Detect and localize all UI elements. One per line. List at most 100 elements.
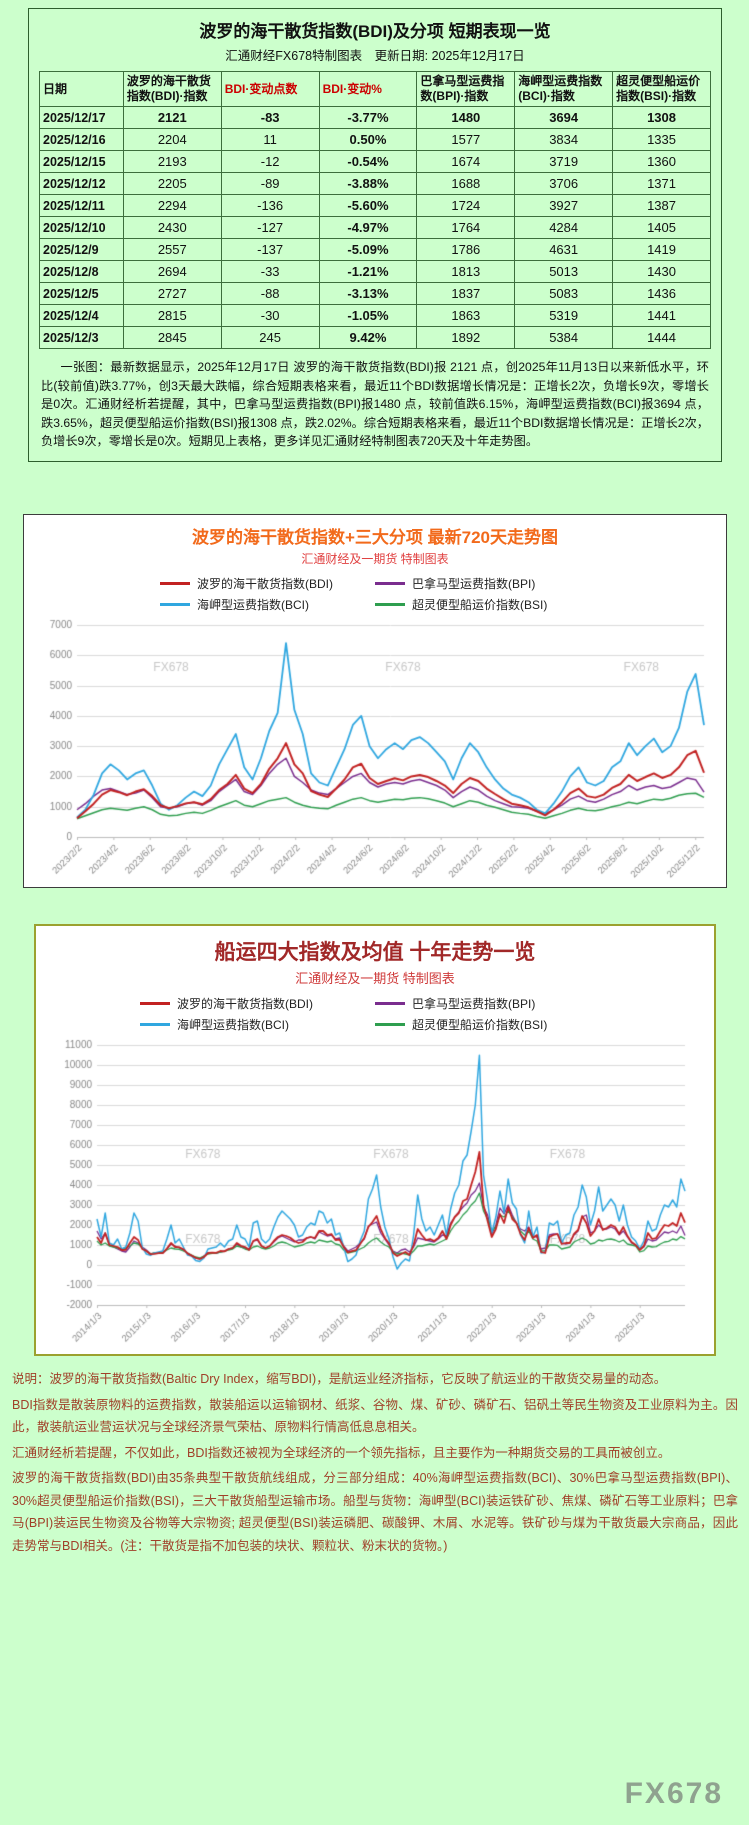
value-cell: 2204 bbox=[122, 128, 222, 151]
value-cell: 3706 bbox=[514, 172, 614, 195]
chart-10y-legend: 波罗的海干散货指数(BDI) 巴拿马型运费指数(BPI) 海岬型运费指数(BCI) 超… bbox=[140, 993, 610, 1035]
legend-line-swatch bbox=[140, 1002, 170, 1005]
value-cell: 2815 bbox=[122, 304, 222, 327]
footnote-paragraph: 波罗的海干散货指数(BDI)由35条典型干散货航线组成，分三部分组成：40%海岬… bbox=[12, 1471, 738, 1553]
table-row: 2025/12/11 2294 -136 -5.60% 1724 3927 1387 bbox=[39, 194, 711, 217]
legend-item-bpi: 巴拿马型运费指数(BPI) bbox=[375, 575, 590, 592]
value-cell: 2205 bbox=[122, 172, 222, 195]
value-cell: 1837 bbox=[416, 282, 516, 305]
value-cell: 4631 bbox=[514, 238, 614, 261]
value-cell: -89 bbox=[220, 172, 320, 195]
value-cell: 0.50% bbox=[318, 128, 418, 151]
value-cell: 3834 bbox=[514, 128, 614, 151]
chart-10y-subtitle: 汇通财经及一期货 特制图表 bbox=[295, 971, 455, 986]
footnote-paragraph: 说明：波罗的海干散货指数(Baltic Dry Index，缩写BDI)，是航运… bbox=[12, 1372, 667, 1386]
chart-10y-title: 船运四大指数及均值 十年走势一览 bbox=[214, 941, 536, 964]
value-cell: 2845 bbox=[122, 326, 222, 349]
value-cell: -30 bbox=[220, 304, 320, 327]
legend-line-swatch bbox=[375, 1023, 405, 1026]
legend-label: 波罗的海干散货指数(BDI) bbox=[177, 997, 313, 1011]
value-cell: -4.97% bbox=[318, 216, 418, 239]
value-cell: 1387 bbox=[612, 194, 711, 217]
value-cell: 5013 bbox=[514, 260, 614, 283]
footnote: 说明：波罗的海干散货指数(Baltic Dry Index，缩写BDI)，是航运… bbox=[12, 1368, 738, 1560]
table-title: 波罗的海干散货指数(BDI)及分项 短期表现一览 bbox=[199, 22, 551, 41]
value-cell: -83 bbox=[220, 106, 320, 129]
value-cell: -137 bbox=[220, 238, 320, 261]
value-cell: 4284 bbox=[514, 216, 614, 239]
table-row: 2025/12/16 2204 11 0.50% 1577 3834 1335 bbox=[39, 128, 711, 151]
table-row: 2025/12/17 2121 -83 -3.77% 1480 3694 1308 bbox=[39, 106, 711, 129]
date-cell: 2025/12/12 bbox=[39, 172, 124, 195]
table-row: 2025/12/12 2205 -89 -3.88% 1688 3706 1371 bbox=[39, 172, 711, 195]
chart-720-legend: 波罗的海干散货指数(BDI) 巴拿马型运费指数(BPI) 海岬型运费指数(BCI) 超… bbox=[160, 573, 590, 615]
value-cell: 1892 bbox=[416, 326, 516, 349]
table-summary: 一张图：最新数据显示，2025年12月17日 波罗的海干散货指数(BDI)报 2… bbox=[41, 360, 709, 449]
chart-10y-section: 船运四大指数及均值 十年走势一览 汇通财经及一期货 特制图表 波罗的海干散货指数… bbox=[34, 924, 716, 1363]
value-cell: 5384 bbox=[514, 326, 614, 349]
table-row: 2025/12/8 2694 -33 -1.21% 1813 5013 1430 bbox=[39, 260, 711, 283]
legend-item-bpi: 巴拿马型运费指数(BPI) bbox=[375, 995, 610, 1012]
value-cell: 1724 bbox=[416, 194, 516, 217]
value-cell: -127 bbox=[220, 216, 320, 239]
value-cell: 2430 bbox=[122, 216, 222, 239]
legend-line-swatch bbox=[160, 582, 190, 585]
value-cell: 2294 bbox=[122, 194, 222, 217]
table-row: 2025/12/4 2815 -30 -1.05% 1863 5319 1441 bbox=[39, 304, 711, 327]
column-header: 超灵便型船运价指数(BSI)·指数 bbox=[612, 71, 711, 107]
value-cell: 1688 bbox=[416, 172, 516, 195]
value-cell: -1.05% bbox=[318, 304, 418, 327]
fx678-watermark: FX678 bbox=[624, 1777, 723, 1810]
value-cell: 1371 bbox=[612, 172, 711, 195]
footnote-paragraph: 汇通财经析若提醒，不仅如此，BDI指数还被视为全球经济的一个领先指标，且主要作为… bbox=[12, 1445, 671, 1460]
table-body: 2025/12/17 2121 -83 -3.77% 1480 3694 1308 2025/… bbox=[39, 106, 711, 349]
legend-label: 超灵便型船运价指数(BSI) bbox=[412, 1018, 548, 1032]
value-cell: -1.21% bbox=[318, 260, 418, 283]
table-subtitle: 汇通财经FX678特制图表 更新日期: 2025年12月17日 bbox=[225, 49, 525, 63]
column-header: 日期 bbox=[39, 71, 124, 107]
value-cell: 1577 bbox=[416, 128, 516, 151]
value-cell: -5.60% bbox=[318, 194, 418, 217]
date-cell: 2025/12/3 bbox=[39, 326, 124, 349]
value-cell: 9.42% bbox=[318, 326, 418, 349]
value-cell: 1764 bbox=[416, 216, 516, 239]
legend-item-bci: 海岬型运费指数(BCI) bbox=[140, 1016, 375, 1033]
table-row: 2025/12/15 2193 -12 -0.54% 1674 3719 1360 bbox=[39, 150, 711, 173]
chart-720-title: 波罗的海干散货指数+三大分项 最新720天走势图 bbox=[191, 528, 558, 547]
legend-line-swatch bbox=[160, 603, 190, 606]
column-header: 波罗的海干散货指数(BDI)·指数 bbox=[122, 71, 222, 107]
table-row: 2025/12/9 2557 -137 -5.09% 1786 4631 1419 bbox=[39, 238, 711, 261]
value-cell: 2727 bbox=[122, 282, 222, 305]
value-cell: 1335 bbox=[612, 128, 711, 151]
value-cell: -5.09% bbox=[318, 238, 418, 261]
value-cell: 2121 bbox=[122, 106, 222, 129]
value-cell: 1419 bbox=[612, 238, 711, 261]
date-cell: 2025/12/17 bbox=[39, 106, 124, 129]
value-cell: 5083 bbox=[514, 282, 614, 305]
date-cell: 2025/12/5 bbox=[39, 282, 124, 305]
legend-item-bsi: 超灵便型船运价指数(BSI) bbox=[375, 596, 590, 613]
date-cell: 2025/12/8 bbox=[39, 260, 124, 283]
value-cell: 1813 bbox=[416, 260, 516, 283]
value-cell: 1444 bbox=[612, 326, 711, 349]
value-cell: 1360 bbox=[612, 150, 711, 173]
legend-label: 巴拿马型运费指数(BPI) bbox=[412, 997, 536, 1011]
value-cell: -12 bbox=[220, 150, 320, 173]
value-cell: 11 bbox=[220, 128, 320, 151]
chart-10y-canvas bbox=[47, 1037, 703, 1363]
value-cell: 5319 bbox=[514, 304, 614, 327]
table-row: 2025/12/3 2845 245 9.42% 1892 5384 1444 bbox=[39, 326, 711, 349]
value-cell: -88 bbox=[220, 282, 320, 305]
value-cell: 3927 bbox=[514, 194, 614, 217]
legend-label: 超灵便型船运价指数(BSI) bbox=[412, 598, 548, 612]
legend-label: 巴拿马型运费指数(BPI) bbox=[412, 577, 536, 591]
value-cell: 3719 bbox=[514, 150, 614, 173]
value-cell: 1786 bbox=[416, 238, 516, 261]
value-cell: -0.54% bbox=[318, 150, 418, 173]
value-cell: 1308 bbox=[612, 106, 711, 129]
legend-line-swatch bbox=[375, 603, 405, 606]
legend-label: 波罗的海干散货指数(BDI) bbox=[197, 577, 333, 591]
value-cell: 1430 bbox=[612, 260, 711, 283]
footnote-paragraph: BDI指数是散装原物料的运费指数，散装船运以运输钢材、纸浆、谷物、煤、矿砂、磷矿… bbox=[12, 1397, 738, 1435]
